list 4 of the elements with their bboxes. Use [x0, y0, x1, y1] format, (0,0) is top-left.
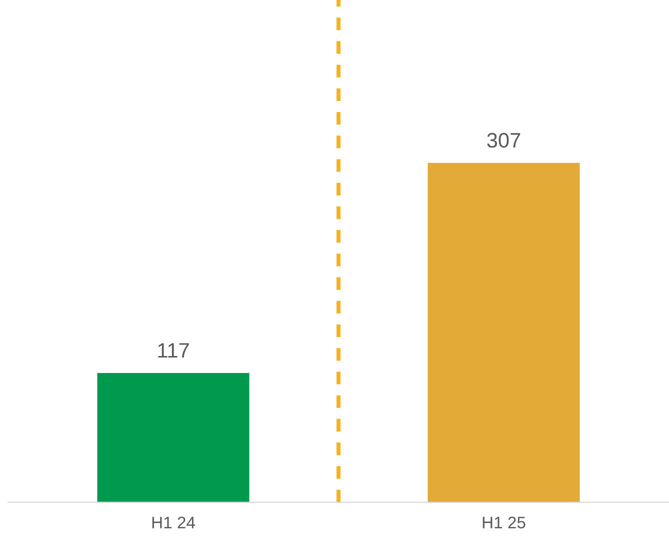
data-label: 307	[487, 132, 520, 148]
data-label: 117	[158, 343, 189, 358]
x-tick-label: H1 24	[152, 516, 196, 528]
x-tick-label: H1 25	[482, 516, 526, 528]
